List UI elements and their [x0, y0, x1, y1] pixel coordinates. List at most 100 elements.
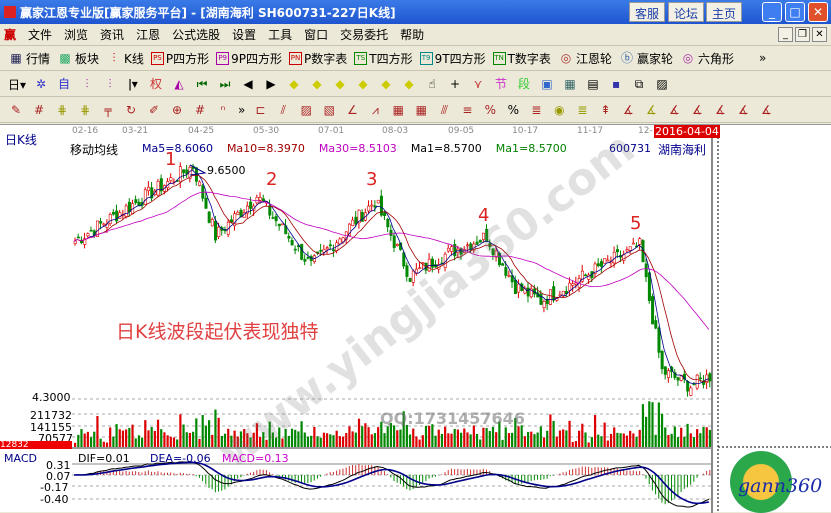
chart-canvas[interactable]	[0, 125, 831, 513]
9p-square-button[interactable]: P9 9P四方形	[216, 50, 282, 67]
left-arrow-icon[interactable]: ◀	[243, 77, 253, 91]
chart-area[interactable]: 日K线 02-16 03-21 04-25 05-30 07-01 08-03 09-05 1…	[0, 122, 831, 513]
right-arrow-icon[interactable]: ▶	[266, 77, 276, 91]
pen-icon[interactable]: ✎	[10, 103, 22, 117]
gann-fan-icon[interactable]: ⋕	[56, 103, 68, 117]
percent-levels-icon[interactable]: ≣	[531, 103, 542, 117]
menu-tools[interactable]: 工具	[268, 28, 293, 42]
arc-icon[interactable]: ↻	[125, 103, 137, 117]
quotes-button[interactable]: ▦ 行情	[8, 50, 50, 67]
hexagon-button[interactable]: ◎ 六角形	[680, 50, 734, 67]
ruler-icon[interactable]: ╤	[104, 103, 112, 117]
p-square-button[interactable]: PS P四方形	[150, 50, 209, 67]
print-icon[interactable]: ▨	[656, 77, 668, 91]
angle-f-icon[interactable]: ∡	[691, 103, 703, 117]
grid-box2-icon[interactable]: ▦	[415, 103, 428, 117]
grid-lines-icon[interactable]: #	[33, 103, 45, 117]
zigzag-icon[interactable]: ⩘	[371, 103, 379, 117]
power-icon[interactable]: ⁿ	[220, 103, 226, 117]
period-select[interactable]: 日▾	[8, 77, 27, 92]
kline-button[interactable]: ⫶ K线	[106, 50, 144, 67]
export-icon[interactable]: ⧉	[634, 77, 644, 91]
minimize-button[interactable]: _	[762, 2, 782, 22]
menu-news[interactable]: 资讯	[100, 28, 125, 42]
bar-type-icon[interactable]: ǀ▾	[128, 77, 138, 91]
mdi-close-button[interactable]: ✕	[812, 27, 827, 42]
t-number-button[interactable]: TN T数字表	[492, 50, 551, 67]
menu-browse[interactable]: 浏览	[64, 28, 89, 42]
menu-help[interactable]: 帮助	[400, 28, 425, 42]
menu-formula[interactable]: 公式选股	[172, 28, 221, 42]
zoom-in-icon[interactable]: ◆	[381, 77, 391, 91]
close-button[interactable]: ✕	[808, 2, 828, 22]
gann-wheel-button[interactable]: ◎ 江恩轮	[558, 50, 612, 67]
box-icon[interactable]: ▨	[300, 103, 313, 117]
last-icon[interactable]: ⏭	[219, 77, 231, 91]
line-tool-icon[interactable]: ⋎	[473, 77, 483, 91]
angle-b-icon[interactable]: ∡	[645, 103, 657, 117]
calculator-icon[interactable]: ▦	[564, 77, 576, 91]
volume-bar	[657, 402, 660, 447]
node-icon[interactable]: 节	[495, 77, 508, 91]
calendar-icon[interactable]: ▣	[541, 77, 553, 91]
p-number-button[interactable]: PN P数字表	[289, 50, 347, 67]
chart-type2-icon[interactable]: ⫶	[108, 77, 112, 91]
menu-gann[interactable]: 江恩	[136, 28, 161, 42]
toolbar-overflow-icon[interactable]: »	[758, 51, 767, 65]
save-icon[interactable]: ▪	[611, 77, 621, 91]
angle-c-icon[interactable]: ∡	[668, 103, 680, 117]
fan-lines-icon[interactable]: ⫽	[280, 103, 287, 117]
angle-icon[interactable]: ∠	[346, 103, 358, 117]
winner-wheel-button[interactable]: ⓑ 赢家轮	[619, 50, 673, 67]
notes-icon[interactable]: ▤	[587, 77, 599, 91]
stage-icon[interactable]: 段	[518, 77, 531, 91]
percent-icon[interactable]: %	[507, 103, 520, 117]
parallel-icon[interactable]: #	[194, 103, 206, 117]
overlay-icon[interactable]: ✲	[36, 77, 47, 91]
channel-icon[interactable]: ⊏	[255, 103, 266, 117]
angle-d-icon[interactable]: ∡	[714, 103, 726, 117]
zoom-out-icon[interactable]: ◆	[404, 77, 414, 91]
angle-e-icon[interactable]: ∡	[737, 103, 749, 117]
t-square-button[interactable]: TS T四方形	[354, 50, 413, 67]
menu-window[interactable]: 窗口	[304, 28, 329, 42]
crosshair-icon[interactable]: +	[450, 77, 461, 91]
gold-circle-icon[interactable]: ◉	[554, 103, 565, 117]
gann-fan2-icon[interactable]: ⋕	[79, 103, 91, 117]
circle-grid-icon[interactable]: ⊕	[171, 103, 183, 117]
square-icon[interactable]: ▧	[323, 103, 336, 117]
9t-square-button[interactable]: T9 9T四方形	[419, 50, 486, 67]
shrink-icon[interactable]: ◆	[358, 77, 368, 91]
menu-settings[interactable]: 设置	[232, 28, 257, 42]
menu-trade[interactable]: 交易委托	[340, 28, 389, 42]
diagonal-lines-icon[interactable]: ⫻	[440, 103, 448, 117]
grid-box-icon[interactable]: ▦	[392, 103, 405, 117]
marker-icon[interactable]: ⇞	[600, 103, 611, 117]
menu-file[interactable]: 文件	[28, 28, 53, 42]
customer-service-button[interactable]: 客服	[629, 2, 666, 22]
expand-icon[interactable]: ◆	[335, 77, 345, 91]
angle-g-icon[interactable]: ∡	[760, 103, 772, 117]
percent-line-icon[interactable]: %	[484, 103, 497, 117]
weight-icon[interactable]: 权	[150, 77, 163, 91]
bars-icon[interactable]: ≡	[462, 103, 473, 117]
sector-button[interactable]: ▩ 板块	[57, 50, 99, 67]
zoom-left-icon[interactable]: ◆	[289, 77, 299, 91]
eraser-icon[interactable]: ✐	[148, 103, 160, 117]
volume-bar	[408, 434, 412, 447]
drawing-overflow-icon[interactable]: »	[238, 103, 246, 117]
forum-button[interactable]: 论坛	[668, 2, 705, 22]
first-icon[interactable]: ⏮	[196, 77, 208, 91]
angle-a-icon[interactable]: ∡	[622, 103, 634, 117]
mdi-minimize-button[interactable]: _	[778, 27, 793, 42]
zoom-right-icon[interactable]: ◆	[312, 77, 322, 91]
hand-icon[interactable]: ☝	[428, 77, 436, 91]
gold-levels-icon[interactable]: ≣	[577, 103, 588, 117]
home-button[interactable]: 主页	[706, 2, 743, 22]
self-select-icon[interactable]: 自	[58, 77, 71, 91]
mdi-restore-button[interactable]: ❐	[795, 27, 810, 42]
chart-type-icon[interactable]: ⫶	[85, 77, 89, 91]
maximize-button[interactable]: □	[785, 2, 805, 22]
color-icon[interactable]: ◭	[174, 77, 184, 91]
candle-body	[258, 197, 262, 201]
